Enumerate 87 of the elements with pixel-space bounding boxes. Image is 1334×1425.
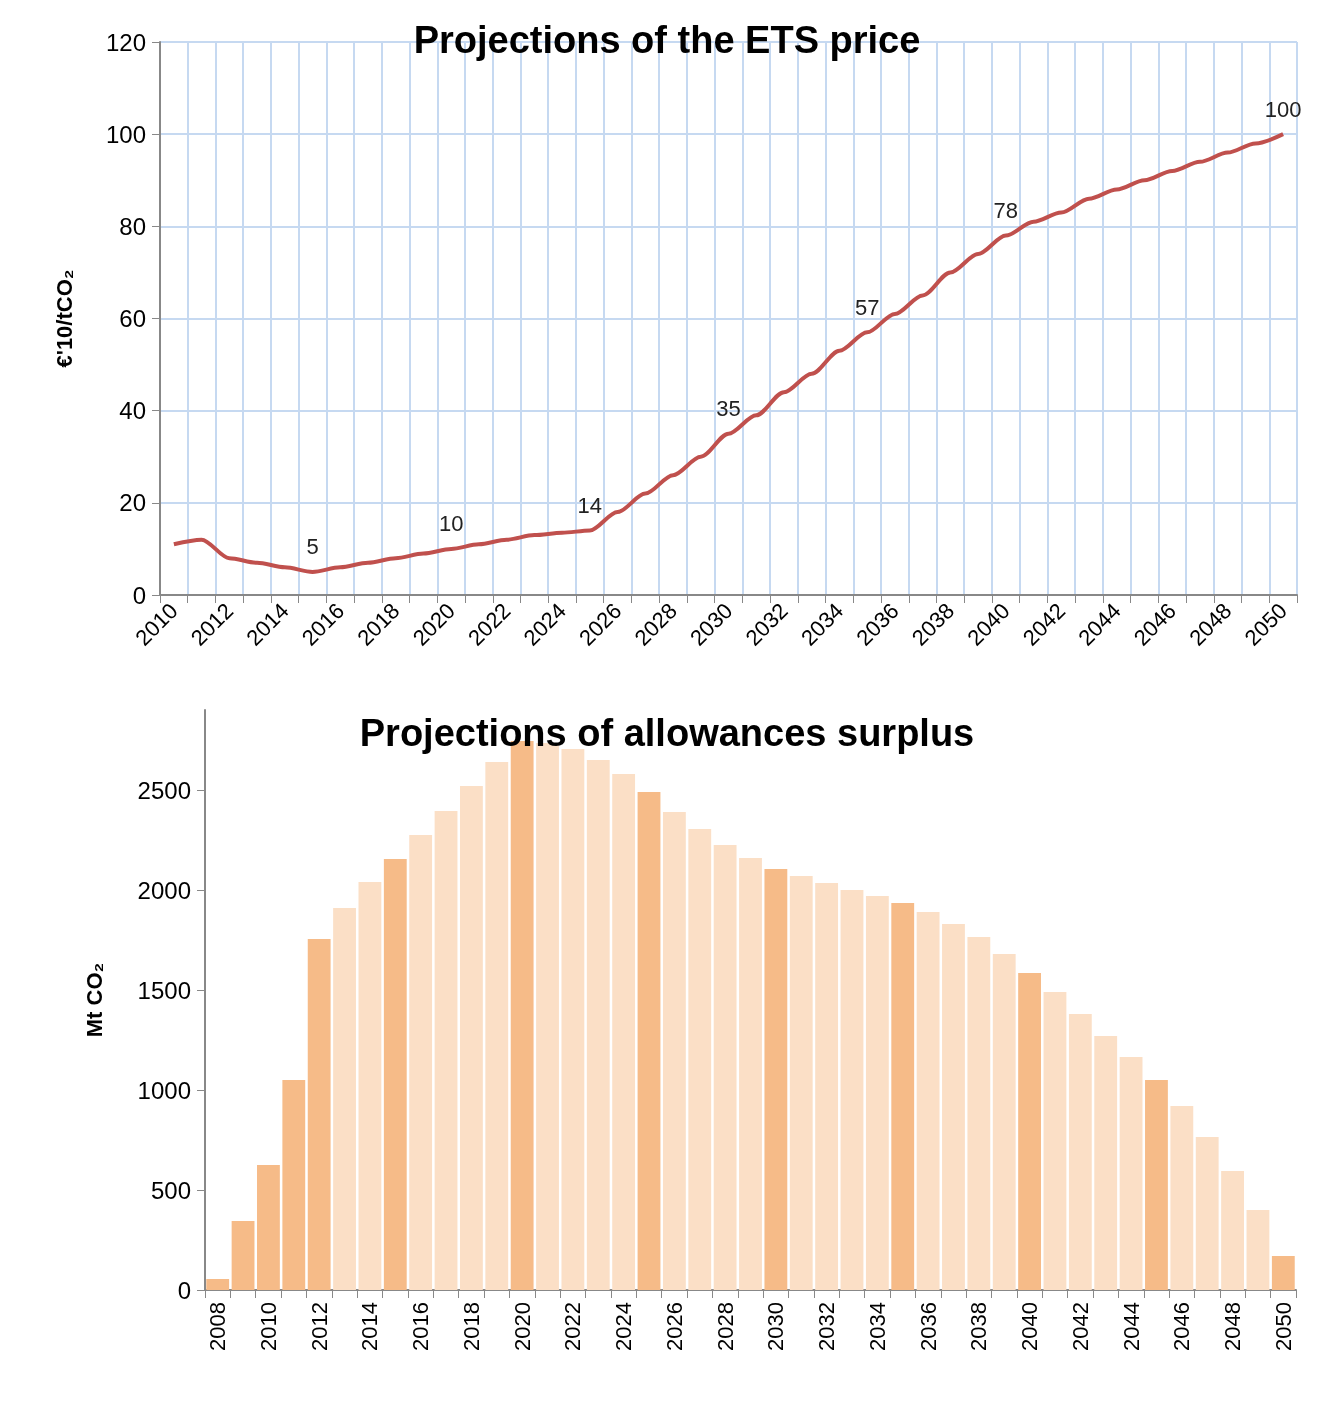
bar: [688, 829, 712, 1290]
x-tick-label: 2050: [1270, 1302, 1296, 1351]
data-label: 57: [854, 294, 880, 320]
bar: [637, 792, 661, 1290]
chart-title: Projections of allowances surplus: [359, 712, 975, 754]
bar: [1145, 1080, 1168, 1290]
y-tick-label: 80: [119, 212, 146, 240]
bar: [383, 859, 407, 1290]
x-tick-label: 2028: [712, 1302, 738, 1351]
y-tick-label: 120: [105, 28, 146, 56]
bar: [739, 858, 762, 1290]
bar: [1018, 973, 1042, 1290]
y-axis-title: Mt CO₂: [81, 962, 107, 1038]
bar: [891, 903, 915, 1290]
y-tick-label: 2000: [137, 876, 191, 904]
bar: [485, 762, 509, 1290]
bar: [1119, 1057, 1143, 1290]
data-label: 78: [993, 198, 1019, 224]
x-tick-label: 2012: [306, 1302, 332, 1351]
bar: [434, 811, 458, 1290]
x-tick-label: 2044: [1118, 1302, 1144, 1351]
bar: [942, 924, 965, 1290]
bar: [1170, 1106, 1194, 1290]
x-tick-label: 2008: [205, 1302, 231, 1351]
y-tick-label: 60: [119, 305, 146, 332]
y-axis-title: €'10/tCO₂: [51, 269, 77, 368]
x-tick-label: 2032: [814, 1302, 840, 1351]
bar: [231, 1221, 255, 1290]
bar: [358, 882, 382, 1290]
y-tick-label: 40: [119, 397, 146, 425]
x-tick-label: 2024: [611, 1302, 637, 1351]
bar: [586, 760, 610, 1290]
bar: [1195, 1137, 1219, 1290]
y-tick-label: 500: [150, 1176, 191, 1204]
data-label: 5: [306, 534, 319, 560]
data-label: 10: [438, 511, 464, 537]
bar: [815, 883, 839, 1290]
x-tick-label: 2022: [560, 1302, 586, 1351]
bar: [1246, 1210, 1270, 1290]
x-tick-label: 2014: [357, 1302, 383, 1351]
x-tick-label: 2034: [864, 1302, 890, 1351]
bar: [333, 908, 356, 1290]
data-label: 100: [1264, 96, 1302, 122]
y-tick-label: 0: [177, 1276, 191, 1304]
x-tick-label: 2038: [966, 1302, 992, 1351]
x-tick-label: 2026: [661, 1302, 687, 1351]
y-tick-label: 100: [105, 120, 146, 148]
bar: [764, 869, 788, 1290]
x-tick-label: 2042: [1067, 1302, 1093, 1351]
y-tick-label: 20: [119, 489, 146, 517]
bar: [840, 890, 864, 1290]
x-tick-label: 2018: [458, 1302, 484, 1351]
bar: [409, 835, 433, 1290]
bar: [612, 774, 636, 1290]
x-tick-label: 2036: [915, 1302, 941, 1351]
x-tick-label: 2046: [1169, 1302, 1195, 1351]
bar: [1221, 1171, 1244, 1290]
bar: [992, 954, 1016, 1290]
bar: [257, 1165, 280, 1290]
bar: [789, 876, 813, 1290]
y-tick-label: 1500: [137, 976, 191, 1004]
x-tick-label: 2016: [408, 1302, 434, 1351]
data-label: 35: [716, 396, 741, 422]
bar: [916, 912, 940, 1290]
x-tick-label: 2048: [1220, 1302, 1246, 1351]
y-tick-label: 2500: [137, 776, 191, 804]
bar: [713, 845, 737, 1290]
y-tick-label: 0: [132, 581, 146, 609]
bar: [865, 896, 889, 1290]
bar: [1043, 992, 1067, 1290]
bar: [206, 1279, 230, 1290]
x-tick-label: 2030: [763, 1302, 789, 1351]
bar: [662, 812, 686, 1290]
bar: [1271, 1256, 1295, 1290]
x-tick-label: 2020: [509, 1302, 535, 1351]
data-label: 14: [577, 492, 603, 518]
chart-title: Projections of the ETS price: [413, 19, 921, 61]
x-tick-label: 2010: [255, 1302, 281, 1351]
y-tick-label: 1000: [137, 1076, 191, 1104]
line-series: [171, 132, 1286, 574]
bar: [1068, 1014, 1092, 1290]
bar: [1094, 1036, 1118, 1290]
x-tick-label: 2040: [1017, 1302, 1043, 1351]
bar: [967, 937, 991, 1290]
bar: [282, 1080, 306, 1290]
bar: [307, 939, 331, 1290]
bar: [459, 786, 483, 1290]
